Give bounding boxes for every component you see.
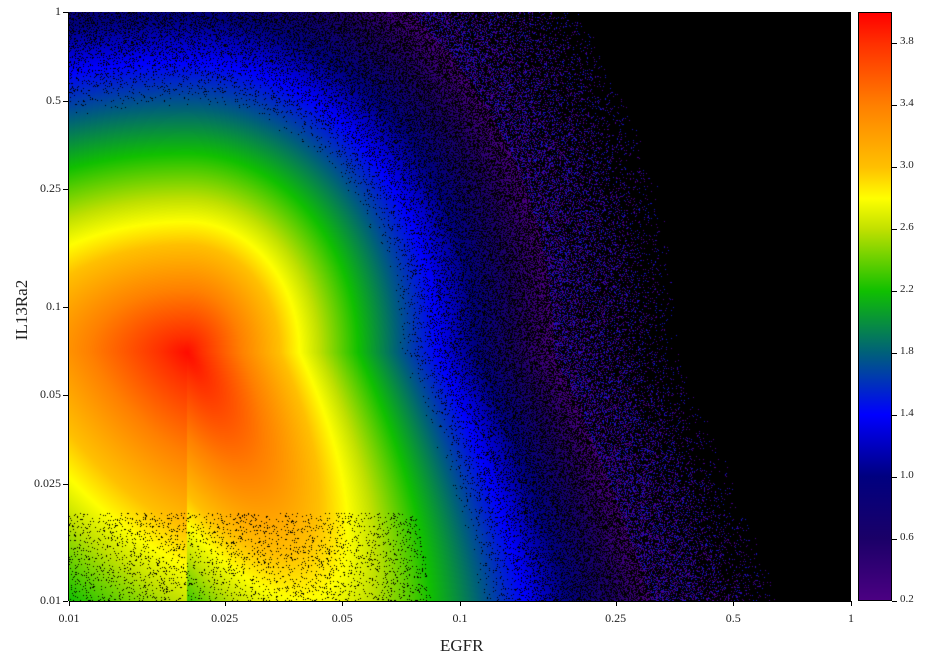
colorbar-tick-label: 1.0 [900,469,914,481]
x-axis-label: EGFR [440,636,484,655]
x-tick [460,601,461,606]
y-tick-label: 0.025 [34,475,61,490]
colorbar-tick [892,291,897,292]
y-tick-label: 0.5 [46,92,61,107]
y-tick [63,12,68,13]
y-tick-label: 0.1 [46,298,61,313]
y-tick [63,189,68,191]
y-tick [63,395,68,397]
x-tick-label: 0.5 [725,611,741,625]
colorbar-tick [892,167,897,168]
colorbar-tick-label: 0.6 [900,531,914,543]
x-tick [733,601,735,606]
x-tick-label: 1 [848,611,854,625]
density-heatmap [69,12,851,601]
x-tick-label: 0.01 [58,611,80,625]
colorbar-tick-label: 3.4 [900,97,914,109]
y-tick [63,601,68,602]
y-axis-line [68,12,69,601]
y-tick [63,483,68,485]
colorbar-tick-label: 2.6 [900,221,914,233]
x-tick-label: 0.05 [331,611,353,625]
colorbar-tick-label: 3.8 [900,35,914,47]
colorbar-tick-label: 3.0 [900,159,914,171]
colorbar [858,12,892,601]
colorbar-tick [892,415,897,416]
colorbar-tick [892,353,897,354]
x-tick-label: 0.025 [211,611,239,625]
colorbar-tick-label: 2.2 [900,283,914,295]
x-tick [851,601,852,606]
colorbar-tick [892,105,897,106]
y-tick-label: 0.25 [40,181,61,196]
x-tick [615,601,617,606]
colorbar-tick-label: 1.8 [900,345,914,357]
x-tick-label: 0.1 [452,611,468,625]
x-tick [69,601,70,606]
density-plot-area [69,12,851,601]
x-tick [224,601,226,606]
x-tick-label: 0.25 [605,611,627,625]
y-tick-label: 0.01 [40,593,61,607]
y-tick-label: 0.05 [40,387,61,402]
colorbar-tick [892,601,897,602]
colorbar-tick [892,229,897,230]
colorbar-tick [892,477,897,478]
y-tick-label: 1 [55,4,61,18]
colorbar-tick-label: 1.4 [900,407,914,419]
colorbar-tick [892,43,897,44]
x-tick [342,601,344,606]
y-axis-label: IL13Ra2 [12,279,31,341]
y-tick [63,306,68,308]
colorbar-tick [892,539,897,540]
y-tick [63,100,68,102]
colorbar-tick-label: 0.2 [900,593,914,605]
